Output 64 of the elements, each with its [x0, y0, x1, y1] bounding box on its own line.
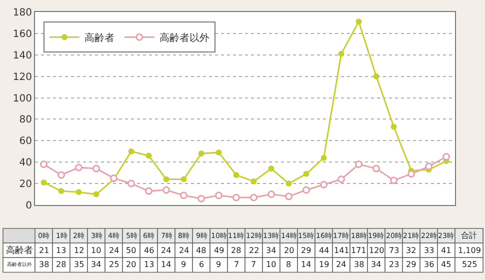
data-label: 10 — [266, 260, 276, 269]
data-label: 28 — [231, 246, 242, 255]
data-label: 24 — [161, 246, 172, 255]
data-label: 19 — [319, 260, 330, 269]
data-label: 8 — [286, 260, 292, 269]
data-label: 12 — [74, 246, 84, 255]
data-label: 9 — [216, 260, 222, 269]
text: 高齢者 — [6, 246, 33, 256]
data-label: 73 — [389, 246, 400, 255]
data-label: 7 — [251, 260, 256, 269]
data-label: 13 — [56, 246, 66, 255]
data-label: 34 — [371, 260, 382, 269]
text: 525 — [462, 260, 478, 269]
data-label: 29 — [301, 246, 312, 255]
data-label: 49 — [214, 246, 224, 255]
data-label: 20 — [284, 246, 294, 255]
data-label: 120 — [369, 246, 384, 255]
data-label: 38 — [39, 260, 50, 269]
data-label: 28 — [56, 260, 66, 269]
y-tick-label: 120 — [12, 72, 32, 83]
data-label: 171 — [351, 246, 366, 255]
data-label: 38 — [354, 260, 364, 269]
data-label: 7 — [234, 260, 240, 269]
data-label: 29 — [406, 260, 416, 269]
y-tick-label: 40 — [19, 158, 32, 169]
data-label: 48 — [196, 246, 206, 255]
data-label: 6 — [199, 260, 204, 269]
data-label: 13 — [144, 260, 154, 269]
data-label: 46 — [144, 246, 154, 255]
legend-label: 高齢者以外 — [159, 32, 210, 44]
data-label: 24 — [109, 246, 120, 255]
data-label: 9 — [181, 260, 186, 269]
data-label: 35 — [74, 260, 84, 269]
data-label: 25 — [109, 260, 120, 269]
data-label: 20 — [126, 260, 136, 269]
y-tick-label: 140 — [12, 50, 32, 62]
data-label: 44 — [319, 246, 330, 255]
text: 1,109 — [458, 246, 481, 255]
data-label: 50 — [126, 246, 136, 255]
data-label: 24 — [336, 260, 346, 269]
data-label: 34 — [266, 246, 276, 255]
data-label: 41 — [441, 246, 452, 255]
y-tick-label: 80 — [19, 114, 32, 126]
text: 合計 — [461, 231, 477, 240]
y-tick-label: 160 — [12, 28, 32, 40]
y-tick-label: 100 — [12, 93, 32, 104]
data-label: 36 — [424, 260, 434, 269]
data-label: 21 — [39, 246, 50, 255]
data-label: 33 — [424, 246, 434, 255]
y-tick-label: 180 — [12, 8, 32, 18]
y-tick-label: 0 — [26, 200, 32, 212]
legend-label: 高齢者 — [84, 32, 114, 44]
data-label: 34 — [91, 260, 102, 269]
y-tick-label: 60 — [19, 136, 32, 148]
data-label: 14 — [161, 260, 172, 269]
y-tick-label: 20 — [19, 179, 32, 190]
data-label: 23 — [389, 260, 400, 269]
data-label: 14 — [301, 260, 312, 269]
data-label: 22 — [249, 246, 260, 255]
data-label: 141 — [334, 246, 350, 255]
data-label: 32 — [406, 246, 416, 255]
data-label: 45 — [441, 260, 452, 269]
data-label: 24 — [179, 246, 190, 255]
data-label: 10 — [91, 246, 102, 255]
